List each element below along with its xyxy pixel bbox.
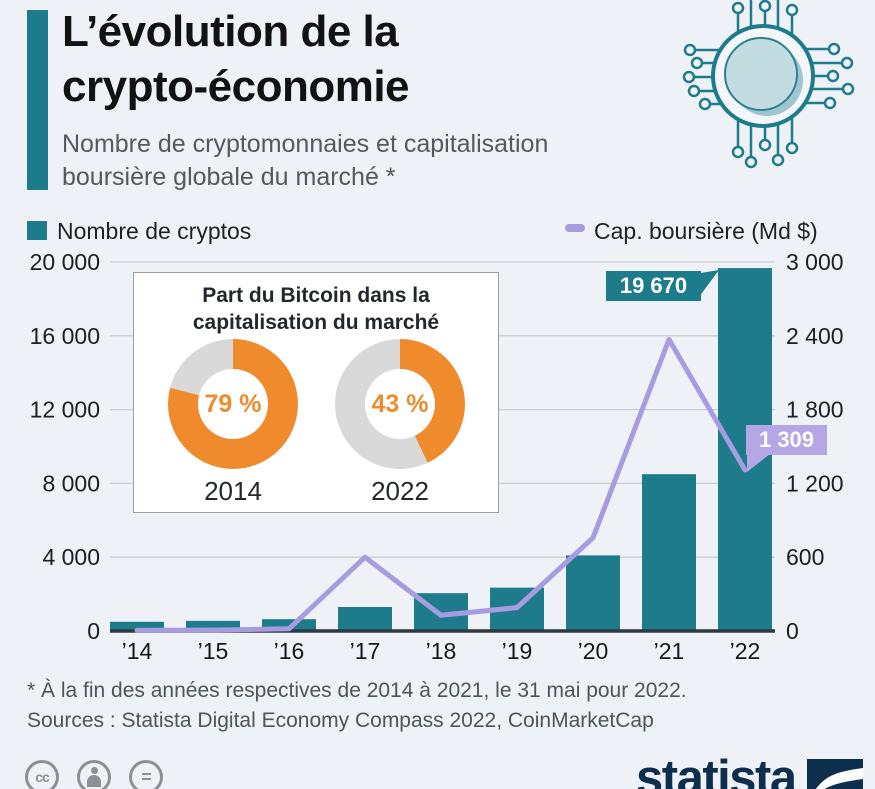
- donut-percent-2014: 79 %: [204, 389, 262, 418]
- bar-’20: [566, 555, 620, 631]
- right-axis-tick: 2 400: [786, 323, 844, 349]
- bar-’14: [110, 621, 164, 631]
- donut-year-2014: 2014: [204, 476, 262, 506]
- crypto-chip-icon: [682, 0, 855, 169]
- inset-title: Part du Bitcoin dans la capitalisation d…: [134, 282, 498, 336]
- x-axis-label: ’21: [654, 638, 685, 664]
- statista-logo-text[interactable]: statista: [636, 751, 797, 789]
- bar-value-callout: 19 670: [606, 271, 701, 301]
- legend-swatch-bars: [27, 221, 47, 240]
- legend-label-line: Cap. boursière (Md $): [594, 218, 818, 244]
- left-axis-tick: 4 000: [42, 544, 100, 570]
- donut-hole: [198, 369, 268, 439]
- x-axis-label: ’20: [578, 638, 609, 664]
- right-axis-tick: 1 800: [786, 397, 844, 423]
- footnote: * À la fin des années respectives de 201…: [27, 679, 687, 702]
- legend-swatch-line: [565, 224, 585, 232]
- bar-’15: [186, 620, 240, 631]
- x-axis-label: ’22: [730, 638, 761, 664]
- cc-glyph: cc: [35, 769, 50, 785]
- donut-year-2022: 2022: [371, 476, 429, 506]
- right-axis-tick: 1 200: [786, 470, 844, 496]
- page-subtitle: Nombre de cryptomonnaies et capitalisati…: [62, 128, 548, 194]
- title-line-2: crypto-économie: [62, 62, 410, 111]
- subtitle-line-1: Nombre de cryptomonnaies et capitalisati…: [62, 130, 549, 158]
- page-title: L’évolution de la crypto-économie: [62, 4, 410, 114]
- inset-title-line-1: Part du Bitcoin dans la: [202, 284, 430, 307]
- donut-chart-2014: 79 %: [168, 339, 298, 469]
- donut-hole: [365, 369, 435, 439]
- x-axis-label: ’17: [350, 638, 381, 664]
- legend-label-bars: Nombre de cryptos: [57, 218, 252, 244]
- cc-license-icon[interactable]: cc: [25, 760, 59, 789]
- person-icon: [87, 767, 101, 787]
- title-line-1: L’évolution de la: [62, 7, 399, 56]
- x-axis-label: ’18: [426, 638, 457, 664]
- right-axis-tick: 3 000: [786, 249, 844, 275]
- bar-’21: [642, 474, 696, 631]
- left-axis-tick: 8 000: [42, 470, 100, 496]
- cc-no-derivatives-icon[interactable]: =: [129, 760, 163, 789]
- inset-title-line-2: capitalisation du marché: [192, 311, 440, 334]
- right-axis-tick: 600: [786, 544, 824, 570]
- cap-boursiere-line: [134, 336, 748, 633]
- x-axis-label: ’15: [198, 638, 229, 664]
- left-axis-tick: 20 000: [30, 249, 100, 275]
- bar-’17: [338, 607, 392, 631]
- subtitle-line-2: boursière globale du marché *: [62, 163, 396, 191]
- donut-chart-2022: 43 %: [335, 339, 465, 469]
- line-value-callout: 1 309: [746, 425, 827, 455]
- left-axis-tick: 16 000: [30, 323, 100, 349]
- donut-percent-2022: 43 %: [371, 389, 429, 418]
- title-accent-bar: [27, 10, 48, 190]
- x-axis-label: ’14: [122, 638, 153, 664]
- bar-’16: [262, 619, 316, 631]
- left-axis-tick: 12 000: [30, 397, 100, 423]
- right-axis-tick: 0: [786, 618, 799, 644]
- x-axis-label: ’16: [274, 638, 305, 664]
- equals-glyph: =: [141, 766, 151, 787]
- statista-logo-mark[interactable]: [807, 759, 863, 789]
- sources-line: Sources : Statista Digital Economy Compa…: [27, 709, 654, 732]
- x-axis-label: ’19: [502, 638, 533, 664]
- bitcoin-share-panel: Part du Bitcoin dans la capitalisation d…: [133, 272, 499, 513]
- left-axis-tick: 0: [87, 618, 100, 644]
- cc-attribution-icon[interactable]: [77, 760, 111, 789]
